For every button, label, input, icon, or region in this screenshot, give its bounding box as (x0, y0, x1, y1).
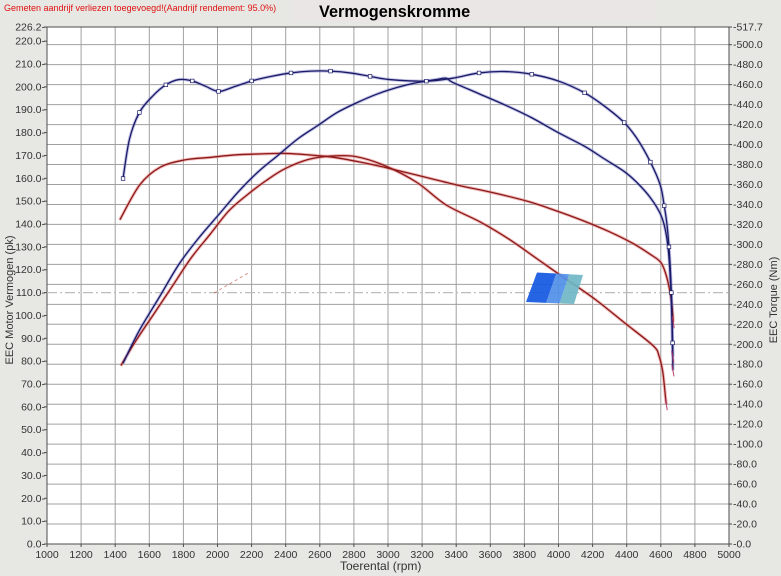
svg-text:3800: 3800 (513, 549, 537, 561)
svg-text:-300.0: -300.0 (733, 239, 763, 251)
svg-text:-120.0: -120.0 (733, 419, 763, 431)
svg-text:140.0-: 140.0- (15, 219, 45, 231)
svg-text:210.0-: 210.0- (15, 59, 45, 71)
svg-text:2400: 2400 (274, 549, 298, 561)
svg-text:190.0-: 190.0- (15, 104, 45, 116)
svg-text:3000: 3000 (376, 549, 400, 561)
svg-text:1000: 1000 (35, 549, 59, 561)
svg-text:-200.0: -200.0 (733, 339, 763, 351)
svg-text:40.0-: 40.0- (21, 447, 45, 459)
svg-text:-340.0: -340.0 (733, 199, 763, 211)
svg-text:226.2-: 226.2- (15, 22, 45, 34)
svg-text:100.0-: 100.0- (15, 310, 45, 322)
svg-text:170.0-: 170.0- (15, 150, 45, 162)
svg-text:-420.0: -420.0 (733, 119, 763, 131)
svg-text:200.0-: 200.0- (15, 81, 45, 93)
svg-text:30.0-: 30.0- (21, 470, 45, 482)
svg-text:10.0-: 10.0- (21, 516, 45, 528)
svg-text:-240.0: -240.0 (733, 299, 763, 311)
svg-text:-280.0: -280.0 (733, 259, 763, 271)
svg-text:4400: 4400 (615, 549, 639, 561)
svg-text:2600: 2600 (308, 549, 332, 561)
svg-text:-260.0: -260.0 (733, 279, 763, 291)
svg-text:4200: 4200 (581, 549, 605, 561)
svg-text:0.0-: 0.0- (27, 539, 46, 551)
svg-text:-220.0: -220.0 (733, 319, 763, 331)
svg-text:-40.0: -40.0 (733, 499, 757, 511)
svg-text:130.0-: 130.0- (15, 241, 45, 253)
svg-text:1400: 1400 (104, 549, 128, 561)
svg-text:-160.0: -160.0 (733, 379, 763, 391)
svg-text:50.0-: 50.0- (21, 424, 45, 436)
svg-text:180.0-: 180.0- (15, 127, 45, 139)
svg-text:-140.0: -140.0 (733, 399, 763, 411)
svg-text:4800: 4800 (683, 549, 707, 561)
svg-text:3600: 3600 (479, 549, 503, 561)
svg-text:80.0-: 80.0- (21, 356, 45, 368)
svg-text:-500.0: -500.0 (733, 39, 763, 51)
svg-text:5000: 5000 (717, 549, 741, 561)
svg-text:-100.0: -100.0 (733, 439, 763, 451)
svg-text:220.0-: 220.0- (15, 36, 45, 48)
svg-text:2200: 2200 (240, 549, 264, 561)
svg-text:60.0-: 60.0- (21, 401, 45, 413)
svg-text:-60.0: -60.0 (733, 479, 757, 491)
svg-text:20.0-: 20.0- (21, 493, 45, 505)
svg-text:-460.0: -460.0 (733, 79, 763, 91)
svg-text:-400.0: -400.0 (733, 139, 763, 151)
svg-text:110.0-: 110.0- (16, 287, 45, 299)
svg-text:2000: 2000 (206, 549, 230, 561)
svg-text:3200: 3200 (410, 549, 434, 561)
svg-text:1800: 1800 (172, 549, 196, 561)
svg-text:2800: 2800 (342, 549, 366, 561)
svg-text:4000: 4000 (547, 549, 571, 561)
svg-text:150.0-: 150.0- (15, 196, 45, 208)
svg-text:-180.0: -180.0 (733, 359, 763, 371)
svg-text:70.0-: 70.0- (21, 379, 45, 391)
svg-text:-80.0: -80.0 (733, 459, 757, 471)
svg-text:4600: 4600 (649, 549, 673, 561)
svg-text:-380.0: -380.0 (733, 159, 763, 171)
svg-text:1600: 1600 (138, 549, 162, 561)
svg-text:-0.0: -0.0 (733, 539, 751, 551)
svg-text:90.0-: 90.0- (21, 333, 45, 345)
svg-text:160.0-: 160.0- (15, 173, 45, 185)
svg-text:1200: 1200 (69, 549, 93, 561)
svg-text:-320.0: -320.0 (733, 219, 763, 231)
svg-text:-20.0: -20.0 (733, 519, 757, 531)
svg-text:-360.0: -360.0 (733, 179, 763, 191)
svg-text:-440.0: -440.0 (733, 99, 763, 111)
svg-text:3400: 3400 (445, 549, 469, 561)
svg-text:-480.0: -480.0 (733, 59, 763, 71)
svg-text:-517.7: -517.7 (733, 22, 763, 34)
svg-text:120.0-: 120.0- (15, 264, 45, 276)
